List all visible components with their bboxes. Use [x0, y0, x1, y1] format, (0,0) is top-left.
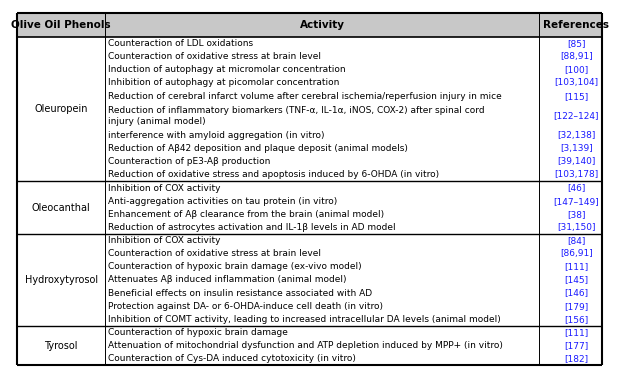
Text: Counteraction of oxidative stress at brain level: Counteraction of oxidative stress at bra… — [109, 249, 321, 258]
Text: Oleuropein: Oleuropein — [35, 104, 88, 114]
Text: Counteraction of hypoxic brain damage (ex-vivo model): Counteraction of hypoxic brain damage (e… — [109, 262, 362, 271]
Text: Tyrosol: Tyrosol — [44, 341, 78, 351]
Text: [3,139]: [3,139] — [560, 144, 593, 153]
Text: [88,91]: [88,91] — [560, 52, 593, 61]
Text: [39,140]: [39,140] — [557, 157, 595, 166]
Text: [31,150]: [31,150] — [557, 223, 595, 232]
Text: [100]: [100] — [565, 65, 589, 74]
Text: Anti-aggregation activities on tau protein (in vitro): Anti-aggregation activities on tau prote… — [109, 197, 337, 206]
Text: Reduction of astrocytes activation and IL-1β levels in AD model: Reduction of astrocytes activation and I… — [109, 223, 396, 232]
Text: Counteraction of oxidative stress at brain level: Counteraction of oxidative stress at bra… — [109, 52, 321, 61]
Text: [146]: [146] — [565, 289, 589, 297]
Text: [32,138]: [32,138] — [557, 131, 595, 140]
Text: [182]: [182] — [565, 354, 589, 363]
Text: [177]: [177] — [565, 341, 589, 350]
Text: [84]: [84] — [567, 236, 586, 245]
Text: References: References — [544, 20, 610, 30]
Text: Induction of autophagy at micromolar concentration: Induction of autophagy at micromolar con… — [109, 65, 346, 74]
Text: Counteraction of hypoxic brain damage: Counteraction of hypoxic brain damage — [109, 328, 288, 337]
Text: Activity: Activity — [300, 20, 345, 30]
Text: [38]: [38] — [567, 210, 586, 219]
Text: Protection against DA- or 6-OHDA-induce cell death (in vitro): Protection against DA- or 6-OHDA-induce … — [109, 302, 383, 311]
Text: [122–124]: [122–124] — [553, 112, 599, 120]
Text: [179]: [179] — [565, 302, 589, 311]
Text: [147–149]: [147–149] — [553, 197, 599, 206]
Text: Oleocanthal: Oleocanthal — [32, 203, 91, 213]
Text: Beneficial effects on insulin resistance associated with AD: Beneficial effects on insulin resistance… — [109, 289, 373, 297]
Text: Reduction of inflammatory biomarkers (TNF-α, IL-1α, iNOS, COX-2) after spinal co: Reduction of inflammatory biomarkers (TN… — [109, 106, 485, 125]
Text: Reduction of cerebral infarct volume after cerebral ischemia/reperfusion injury : Reduction of cerebral infarct volume aft… — [109, 91, 502, 101]
Text: [111]: [111] — [565, 328, 589, 337]
Text: Reduction of oxidative stress and apoptosis induced by 6-OHDA (in vitro): Reduction of oxidative stress and apopto… — [109, 170, 439, 180]
Text: Inhibition of COX activity: Inhibition of COX activity — [109, 184, 221, 192]
Text: Attenuation of mitochondrial dysfunction and ATP depletion induced by MPP+ (in v: Attenuation of mitochondrial dysfunction… — [109, 341, 503, 350]
Text: Reduction of Aβ42 deposition and plaque deposit (animal models): Reduction of Aβ42 deposition and plaque … — [109, 144, 408, 153]
Text: Inhibition of COX activity: Inhibition of COX activity — [109, 236, 221, 245]
Text: [156]: [156] — [565, 315, 589, 324]
Text: Enhancement of Aβ clearance from the brain (animal model): Enhancement of Aβ clearance from the bra… — [109, 210, 384, 219]
Text: Inhibition of autophagy at picomolar concentration: Inhibition of autophagy at picomolar con… — [109, 79, 340, 87]
Text: [86,91]: [86,91] — [560, 249, 593, 258]
Text: [103,104]: [103,104] — [554, 79, 598, 87]
Text: Attenuates Aβ induced inflammation (animal model): Attenuates Aβ induced inflammation (anim… — [109, 276, 347, 285]
Text: Olive Oil Phenols: Olive Oil Phenols — [11, 20, 111, 30]
Text: Inhibition of COMT activity, leading to increased intracellular DA levels (anima: Inhibition of COMT activity, leading to … — [109, 315, 501, 324]
Text: [103,178]: [103,178] — [554, 170, 598, 180]
Text: Counteraction of Cys-DA induced cytotoxicity (in vitro): Counteraction of Cys-DA induced cytotoxi… — [109, 354, 356, 363]
Text: [85]: [85] — [567, 39, 586, 48]
Text: [111]: [111] — [565, 262, 589, 271]
Text: [46]: [46] — [567, 184, 586, 192]
Text: Counteraction of pE3-Aβ production: Counteraction of pE3-Aβ production — [109, 157, 271, 166]
Text: [115]: [115] — [565, 91, 589, 101]
Text: [145]: [145] — [565, 276, 589, 285]
Text: Hydroxytyrosol: Hydroxytyrosol — [25, 275, 97, 285]
Text: interference with amyloid aggregation (in vitro): interference with amyloid aggregation (i… — [109, 131, 325, 140]
FancyBboxPatch shape — [17, 12, 602, 37]
Text: Counteraction of LDL oxidations: Counteraction of LDL oxidations — [109, 39, 254, 48]
